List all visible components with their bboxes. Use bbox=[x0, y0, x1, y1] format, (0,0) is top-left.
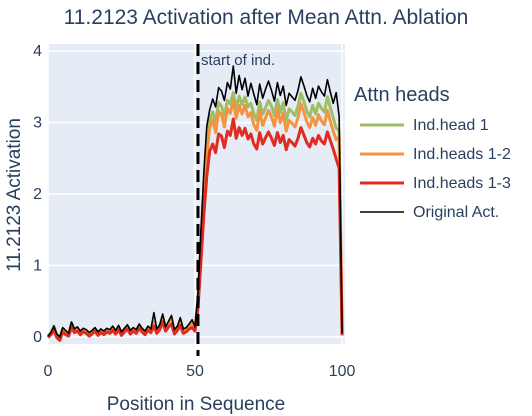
legend-label: Ind.head 1 bbox=[413, 117, 489, 134]
y-tick-label: 4 bbox=[33, 43, 42, 60]
y-tick-label: 0 bbox=[33, 329, 42, 346]
y-tick-label: 1 bbox=[33, 257, 42, 274]
legend-label: Original Act. bbox=[413, 204, 499, 221]
chart-title: 11.2123 Activation after Mean Attn. Abla… bbox=[64, 6, 469, 29]
y-axis-ticks: 0 1 2 3 4 bbox=[33, 43, 42, 346]
legend-title: Attn heads bbox=[354, 84, 450, 106]
start-of-induction-annotation: start of ind. bbox=[201, 52, 275, 69]
series-line-ind-heads-1-3 bbox=[46, 117, 344, 342]
y-tick-label: 3 bbox=[33, 115, 42, 132]
x-tick-label: 50 bbox=[186, 363, 204, 380]
legend: Attn heads Ind.head 1 Ind.heads 1-2 Ind.he… bbox=[354, 84, 511, 221]
x-tick-label: 100 bbox=[329, 363, 356, 380]
y-tick-label: 2 bbox=[33, 186, 42, 203]
legend-label: Ind.heads 1-2 bbox=[413, 146, 511, 163]
x-axis-ticks: 0 50 100 bbox=[44, 363, 356, 380]
x-tick-label: 0 bbox=[44, 363, 53, 380]
x-axis-title: Position in Sequence bbox=[107, 394, 286, 415]
y-axis-title: 11.2123 Activation bbox=[4, 118, 25, 272]
series-layer bbox=[46, 65, 344, 342]
legend-label: Ind.heads 1-3 bbox=[413, 175, 511, 192]
series-line-original-act- bbox=[47, 65, 343, 338]
